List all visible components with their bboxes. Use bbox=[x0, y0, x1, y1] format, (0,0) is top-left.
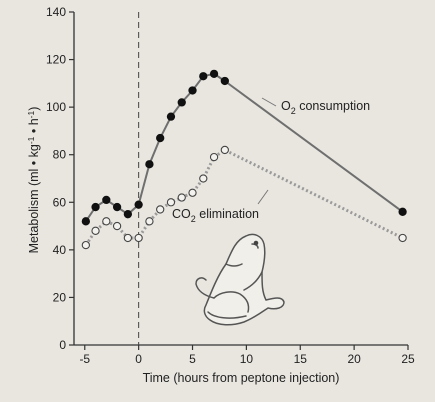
o2-label-pointer bbox=[261, 97, 277, 107]
y-tick-label: 20 bbox=[53, 290, 67, 304]
frog-illustration bbox=[195, 233, 285, 326]
x-tick-label: 5 bbox=[189, 352, 196, 366]
frog-eye bbox=[253, 240, 259, 246]
o2-data-point bbox=[199, 72, 208, 81]
co2-data-point bbox=[145, 217, 154, 226]
co2-data-point bbox=[209, 152, 219, 162]
x-ticks: -5 0 5 10 15 20 25 bbox=[79, 345, 415, 366]
x-tick-label: 0 bbox=[135, 352, 142, 366]
o2-series-label: O2 consumption bbox=[281, 99, 370, 116]
o2-data-point bbox=[177, 98, 186, 107]
y-ticks: 0 20 40 60 80 100 120 140 bbox=[46, 5, 74, 352]
x-axis-title: Time (hours from peptone injection) bbox=[143, 371, 340, 385]
y-tick-label: 80 bbox=[53, 148, 67, 162]
co2-data-point bbox=[91, 226, 100, 235]
co2-data-point bbox=[199, 174, 208, 183]
y-tick-label: 140 bbox=[46, 5, 66, 19]
co2-data-point bbox=[398, 233, 407, 243]
o2-data-point bbox=[112, 202, 122, 212]
o2-data-point bbox=[91, 202, 100, 212]
y-axis-title: Metabolism (ml • kg-1 • h-1) bbox=[26, 107, 41, 254]
co2-data-point bbox=[102, 217, 111, 226]
x-tick-label: 25 bbox=[401, 352, 415, 366]
o2-data-point bbox=[123, 210, 133, 219]
series-layer bbox=[81, 69, 407, 250]
o2-data-point bbox=[156, 133, 165, 143]
o2-data-point bbox=[209, 69, 219, 78]
o2-data-point bbox=[398, 207, 407, 216]
o2-data-point bbox=[166, 112, 176, 121]
x-tick-label: 15 bbox=[294, 352, 308, 366]
co2-data-point bbox=[81, 240, 91, 250]
x-tick-label: -5 bbox=[79, 352, 90, 366]
co2-data-point bbox=[220, 145, 229, 155]
co2-data-point bbox=[112, 221, 122, 231]
y-tick-label: 100 bbox=[46, 100, 66, 114]
o2-series-line bbox=[85, 72, 404, 222]
y-tick-label: 0 bbox=[59, 338, 66, 352]
y-tick-label: 120 bbox=[46, 53, 66, 67]
x-tick-label: 10 bbox=[240, 352, 254, 366]
y-tick-label: 60 bbox=[53, 195, 67, 209]
co2-data-point bbox=[156, 205, 165, 214]
co2-data-point bbox=[123, 233, 133, 243]
o2-data-point bbox=[220, 76, 229, 86]
x-tick-label: 20 bbox=[347, 352, 361, 366]
co2-data-point bbox=[166, 198, 176, 207]
co2-data-point bbox=[134, 233, 143, 243]
o2-data-point bbox=[188, 86, 197, 95]
o2-data-point bbox=[145, 160, 154, 169]
co2-data-point bbox=[188, 188, 197, 197]
co2-series-label: CO2 elimination bbox=[172, 207, 259, 224]
o2-data-point bbox=[134, 200, 143, 209]
co2-label-pointer bbox=[257, 189, 269, 205]
co2-data-point bbox=[177, 193, 186, 202]
o2-data-point bbox=[81, 217, 91, 226]
axes bbox=[73, 12, 408, 346]
y-tick-label: 40 bbox=[53, 243, 67, 257]
co2-series-line bbox=[84, 148, 404, 246]
o2-data-point bbox=[102, 195, 111, 205]
